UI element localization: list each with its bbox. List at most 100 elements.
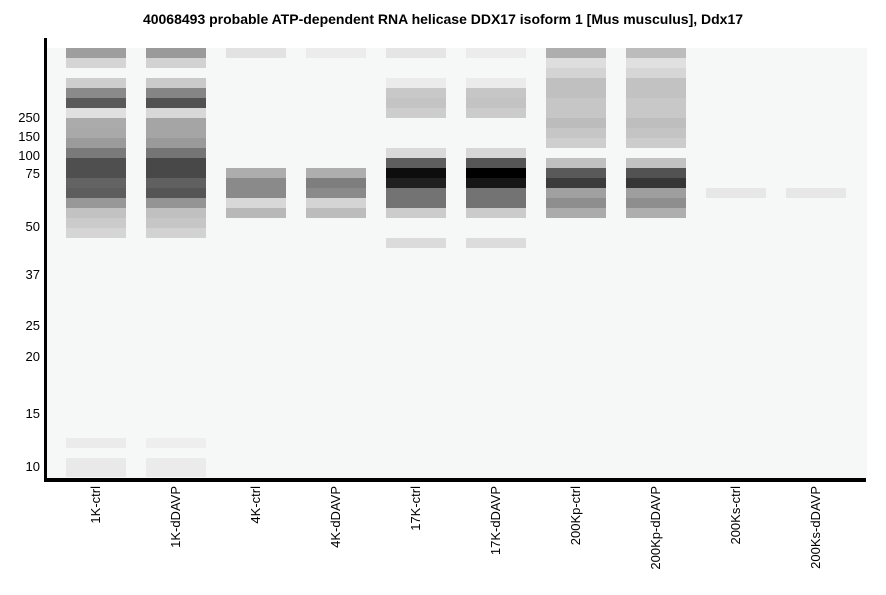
gel-band (66, 128, 126, 138)
gel-band (466, 188, 526, 208)
gel-band (146, 458, 206, 477)
gel-band (66, 218, 126, 228)
gel-band (626, 178, 686, 188)
x-tick-label: 17K-ctrl (408, 486, 423, 531)
gel-band (226, 168, 286, 178)
gel-band (226, 48, 286, 58)
gel-band (706, 188, 766, 198)
gel-band (146, 78, 206, 88)
gel-band (146, 148, 206, 158)
gel-band (546, 208, 606, 218)
y-tick-label: 150 (18, 129, 40, 144)
gel-band (146, 98, 206, 108)
gel-band (546, 68, 606, 78)
gel-band (626, 208, 686, 218)
gel-band (466, 78, 526, 88)
gel-band (546, 48, 606, 58)
gel-band (146, 108, 206, 118)
gel-band (386, 98, 446, 108)
gel-band (386, 178, 446, 188)
gel-band (66, 438, 126, 448)
gel-band (626, 198, 686, 208)
gel-band (306, 168, 366, 178)
gel-band (626, 68, 686, 78)
y-tick-label: 15 (25, 406, 40, 421)
gel-band (66, 158, 126, 178)
gel-band (626, 58, 686, 68)
x-tick-label: 200Ks-dDAVP (808, 486, 823, 569)
gel-band (66, 88, 126, 98)
gel-band (466, 148, 526, 158)
gel-band (306, 198, 366, 208)
x-tick-label: 4K-ctrl (248, 486, 263, 524)
gel-band (466, 178, 526, 188)
gel-band (66, 48, 126, 58)
gel-band (466, 168, 526, 178)
y-tick-label: 25 (25, 318, 40, 333)
gel-band (66, 458, 126, 477)
gel-band (386, 158, 446, 168)
gel-band (466, 88, 526, 98)
y-tick-label: 75 (25, 166, 40, 181)
y-axis-line (44, 38, 47, 482)
x-tick-label: 17K-dDAVP (488, 486, 503, 556)
gel-band (386, 78, 446, 88)
gel-band (146, 48, 206, 58)
gel-band (146, 208, 206, 218)
gel-band (466, 158, 526, 168)
gel-band (386, 208, 446, 218)
gel-band (146, 218, 206, 228)
gel-band (66, 208, 126, 218)
gel-band (226, 208, 286, 218)
x-tick-label: 1K-ctrl (88, 486, 103, 524)
gel-band (146, 158, 206, 178)
gel-band (626, 188, 686, 198)
gel-band (626, 98, 686, 118)
gel-band (626, 138, 686, 148)
gel-band (546, 178, 606, 188)
gel-band (546, 118, 606, 128)
gel-band (66, 108, 126, 118)
gel-band (226, 178, 286, 198)
gel-band (546, 78, 606, 98)
gel-band (786, 188, 846, 198)
gel-band (146, 118, 206, 138)
gel-band (626, 168, 686, 178)
x-tick-label: 1K-dDAVP (168, 486, 183, 548)
gel-band (386, 238, 446, 248)
x-axis-line (44, 478, 866, 482)
gel-band (66, 58, 126, 68)
gel-band (386, 188, 446, 208)
gel-band (466, 108, 526, 118)
gel-band (66, 78, 126, 88)
gel-band (386, 148, 446, 158)
gel-band (146, 438, 206, 448)
gel-band (306, 48, 366, 58)
gel-band (386, 108, 446, 118)
gel-band (146, 138, 206, 148)
gel-band (146, 178, 206, 188)
gel-band (66, 188, 126, 198)
gel-plot (46, 48, 867, 478)
gel-band (466, 98, 526, 108)
gel-band (66, 228, 126, 238)
gel-band (66, 178, 126, 188)
gel-band (66, 198, 126, 208)
gel-band (546, 98, 606, 118)
gel-band (386, 48, 446, 58)
gel-band (546, 58, 606, 68)
y-tick-label: 10 (25, 459, 40, 474)
gel-band (546, 138, 606, 148)
gel-band (306, 178, 366, 188)
x-tick-label: 200Ks-ctrl (728, 486, 743, 545)
gel-band (146, 88, 206, 98)
y-tick-label: 50 (25, 219, 40, 234)
gel-band (386, 88, 446, 98)
y-tick-label: 37 (25, 267, 40, 282)
gel-band (626, 158, 686, 168)
gel-band (546, 188, 606, 198)
gel-band (146, 228, 206, 238)
gel-band (546, 168, 606, 178)
gel-band (626, 118, 686, 128)
gel-band (226, 198, 286, 208)
